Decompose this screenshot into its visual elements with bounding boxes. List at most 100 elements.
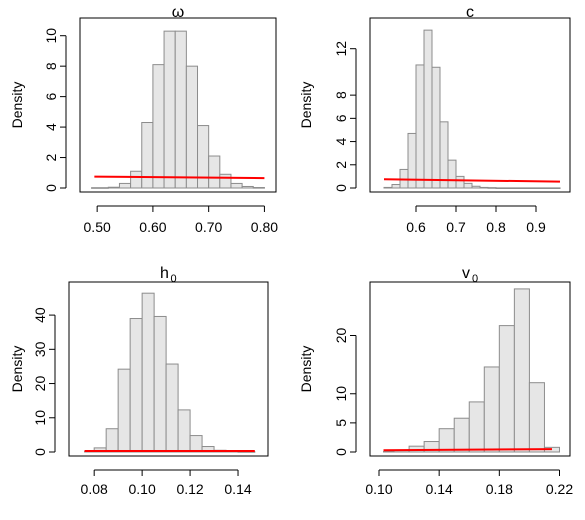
y-axis-label: Density bbox=[298, 346, 314, 393]
y-tick-label: 2 bbox=[333, 161, 349, 169]
y-tick-label: 0 bbox=[32, 448, 48, 456]
histogram-bar bbox=[423, 29, 433, 189]
x-tick-label: 0.80 bbox=[251, 219, 278, 235]
histogram-bar bbox=[163, 30, 176, 189]
histogram-bar bbox=[141, 122, 154, 189]
x-tick-label: 0.08 bbox=[81, 481, 108, 497]
histogram-bar bbox=[105, 428, 119, 453]
histogram-bar bbox=[498, 325, 515, 453]
panel-2: c Density 0.6 0.7 0.8 0.9 0 2 4 6 8 12 bbox=[298, 4, 571, 235]
x-tick-label: 0.60 bbox=[139, 219, 166, 235]
histogram-bar bbox=[91, 187, 109, 189]
x-tick-label: 0.22 bbox=[546, 481, 573, 497]
y-tick-label: 5 bbox=[333, 419, 349, 427]
x-tick-label: 0.10 bbox=[365, 481, 392, 497]
y-tick-label: 4 bbox=[333, 137, 349, 145]
y-axis-label: Density bbox=[9, 346, 25, 393]
histogram-bar bbox=[153, 315, 167, 453]
y-tick-label: 20 bbox=[32, 376, 48, 392]
chart-title: v bbox=[462, 265, 470, 282]
plot-frame bbox=[369, 281, 571, 457]
panel-1: ω Density 0.50 0.60 0.70 0.80 0 2 4 6 8 10 bbox=[9, 4, 278, 235]
histogram-bar bbox=[471, 185, 481, 189]
histogram-bar bbox=[177, 409, 191, 453]
x-tick-label: 0.8 bbox=[486, 219, 506, 235]
histogram-bar bbox=[453, 417, 470, 453]
histogram-bar bbox=[107, 186, 120, 189]
histogram-bar bbox=[483, 366, 500, 453]
histogram-bar bbox=[201, 446, 215, 453]
y-tick-label: 10 bbox=[43, 28, 59, 44]
histogram-bar bbox=[415, 64, 425, 189]
y-tick-label: 12 bbox=[333, 41, 349, 57]
histogram-bar bbox=[439, 121, 449, 189]
x-tick-label: 0.18 bbox=[486, 481, 513, 497]
density-line bbox=[383, 448, 552, 452]
y-tick-label: 8 bbox=[43, 62, 59, 70]
density-line bbox=[94, 175, 265, 180]
histogram-bar bbox=[383, 450, 395, 453]
y-tick-label: 10 bbox=[333, 386, 349, 402]
y-tick-label: 40 bbox=[32, 307, 48, 323]
histogram-bar bbox=[241, 185, 254, 189]
histogram-bar bbox=[455, 175, 465, 189]
histogram-bar bbox=[252, 187, 265, 189]
x-tick-label: 0.9 bbox=[526, 219, 546, 235]
x-tick-label: 0.14 bbox=[426, 481, 453, 497]
histogram-bar bbox=[118, 182, 132, 189]
y-tick-label: 0 bbox=[333, 448, 349, 456]
histogram-bar bbox=[130, 170, 143, 189]
histogram-bar bbox=[513, 288, 530, 453]
y-tick-label: 10 bbox=[32, 410, 48, 426]
histogram-bar bbox=[383, 186, 393, 189]
histogram-bar bbox=[468, 401, 485, 453]
chart-title-subscript: 0 bbox=[171, 273, 177, 285]
histogram-bar bbox=[141, 292, 155, 453]
plot-frame bbox=[369, 17, 571, 193]
histogram-bar bbox=[165, 363, 179, 453]
chart-title: h bbox=[160, 265, 169, 282]
histogram-bar bbox=[495, 187, 561, 189]
y-tick-label: 0 bbox=[333, 184, 349, 192]
y-tick-label: 6 bbox=[43, 93, 59, 101]
histogram-bar bbox=[174, 30, 187, 189]
x-tick-label: 0.7 bbox=[446, 219, 466, 235]
x-tick-label: 0.12 bbox=[176, 481, 203, 497]
histogram-bar bbox=[431, 66, 441, 189]
chart-title: ω bbox=[172, 4, 185, 21]
plot-frame bbox=[79, 17, 277, 193]
histogram-bar bbox=[487, 187, 497, 189]
x-tick-label: 0.14 bbox=[224, 481, 251, 497]
x-tick-label: 0.10 bbox=[129, 481, 156, 497]
y-tick-label: 2 bbox=[43, 153, 59, 161]
histogram-bar bbox=[479, 186, 489, 189]
y-tick-label: 30 bbox=[32, 341, 48, 357]
histogram-bar bbox=[117, 368, 131, 453]
histogram-bar bbox=[391, 184, 401, 189]
chart-title-subscript: 0 bbox=[472, 273, 478, 285]
y-axis-label: Density bbox=[9, 82, 25, 129]
histogram-bar bbox=[438, 428, 455, 453]
histogram-bar bbox=[528, 382, 545, 453]
histogram-bar bbox=[447, 159, 457, 189]
histogram-bar bbox=[208, 155, 221, 189]
x-tick-label: 0.50 bbox=[84, 219, 111, 235]
x-tick-label: 0.70 bbox=[195, 219, 222, 235]
histogram-bar bbox=[129, 318, 143, 453]
chart-title: c bbox=[466, 4, 474, 21]
histogram-bar bbox=[230, 182, 243, 189]
histogram-bar bbox=[152, 64, 165, 189]
x-tick-label: 0.6 bbox=[406, 219, 426, 235]
histogram-bar bbox=[189, 435, 203, 453]
y-tick-label: 8 bbox=[333, 91, 349, 99]
histogram-bar bbox=[197, 125, 210, 189]
histogram-bar bbox=[463, 182, 473, 189]
y-tick-label: 6 bbox=[333, 114, 349, 122]
y-axis-label: Density bbox=[298, 82, 314, 129]
y-tick-label: 0 bbox=[43, 184, 59, 192]
density-line bbox=[383, 178, 561, 183]
plot-frame bbox=[68, 281, 269, 457]
